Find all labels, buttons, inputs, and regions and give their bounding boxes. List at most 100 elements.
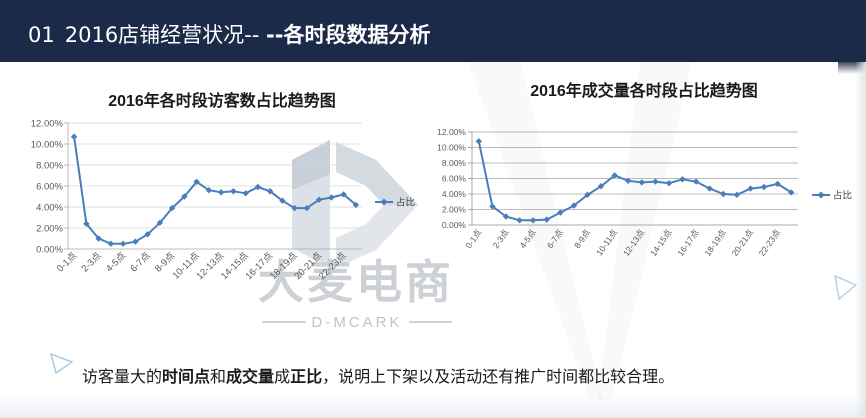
plot-area: 0.00%2.00%4.00%6.00%8.00%10.00%12.00%0-1… <box>31 118 362 282</box>
chart-legend: 占比 <box>375 197 415 209</box>
x-tick-label: 12-13点 <box>621 227 647 258</box>
conclusion-emphasis: 时间点 <box>162 367 211 386</box>
watermark-brand: 大麦电商 <box>258 255 454 309</box>
data-point <box>70 133 78 140</box>
watermark-latin-row: D-MCARK <box>262 312 452 332</box>
x-tick-label: 2-3点 <box>80 250 105 275</box>
conclusion-emphasis: 正比 <box>290 367 323 386</box>
y-tick-label: 8.00% <box>36 160 63 171</box>
x-tick-label: 4-5点 <box>104 250 129 275</box>
data-point <box>205 187 213 194</box>
x-tick-label: 16-17点 <box>675 227 701 258</box>
y-tick-label: 6.00% <box>442 174 467 184</box>
x-tick-label: 6-7点 <box>545 227 565 250</box>
triangle-outline <box>49 352 74 375</box>
data-point <box>328 194 335 201</box>
visitor-share-chart: 2016年各时段访客数占比趋势图 0.00% 2.00% 4.00% 6.00% 8.0… <box>31 91 415 282</box>
x-tick-label: 0-1点 <box>463 227 483 250</box>
data-point <box>584 191 591 198</box>
y-tick-label: 12.00% <box>437 127 466 137</box>
series-line <box>477 141 792 222</box>
data-point <box>529 217 537 224</box>
v-band-left <box>468 62 603 400</box>
data-point <box>144 231 151 238</box>
x-tick-label: 22-23点 <box>757 227 783 258</box>
data-point <box>83 220 90 227</box>
data-point <box>597 183 605 190</box>
x-tick-label: 10-11点 <box>594 227 619 257</box>
chart-legend: 占比 <box>812 190 852 202</box>
data-point <box>156 219 164 226</box>
data-point <box>132 238 139 245</box>
data-point <box>720 190 727 198</box>
legend-label: 占比 <box>396 197 415 209</box>
x-tick-label: 2-3点 <box>491 227 511 250</box>
conclusion-segment: 成 <box>274 367 291 386</box>
data-point <box>303 204 311 212</box>
v-band-right <box>598 62 692 400</box>
data-point <box>266 188 274 195</box>
conclusion-segment: ，说明上下架以及活动还有推广时间都比较合理。 <box>322 367 675 386</box>
data-point <box>254 183 262 191</box>
data-point <box>95 235 102 242</box>
section-number: 01 <box>28 23 55 47</box>
legend-label: 占比 <box>833 190 852 202</box>
y-tick-label: 2.00% <box>442 205 467 215</box>
data-point <box>315 196 323 203</box>
data-point <box>230 188 237 195</box>
data-point <box>291 204 298 212</box>
legend-marker <box>380 198 388 206</box>
title-sub: --各时段数据分析 <box>266 23 431 47</box>
data-point <box>489 203 496 210</box>
data-point <box>733 191 741 198</box>
data-point <box>475 138 482 145</box>
data-point <box>242 190 249 197</box>
data-point <box>774 180 781 188</box>
conclusion-segment: 和 <box>210 367 227 386</box>
x-tick-label: 22-23点 <box>317 250 349 282</box>
watermark-rule-right <box>408 321 452 323</box>
legend-marker <box>817 191 825 199</box>
x-tick-label: 6-7点 <box>129 250 154 275</box>
data-point <box>679 176 686 183</box>
data-point <box>217 189 225 196</box>
x-tick-label: 14-15点 <box>648 227 674 258</box>
plot-area: 0.00%2.00%4.00%6.00%8.00%10.00%12.00%0-1… <box>437 127 798 258</box>
data-point <box>502 213 510 220</box>
slide-header: 01 2016店铺经营状况-- --各时段数据分析 <box>0 0 866 62</box>
conclusion-emphasis: 成交量 <box>226 367 275 386</box>
data-point <box>652 178 659 185</box>
data-point <box>516 217 523 224</box>
data-point <box>279 197 286 204</box>
data-point <box>760 183 768 191</box>
chart-title: 2016年成交量各时段占比趋势图 <box>530 81 758 100</box>
data-point <box>107 240 115 247</box>
data-point <box>352 201 360 209</box>
watermark-latin: D-MCARK <box>311 313 403 331</box>
y-tick-label: 10.00% <box>31 139 64 150</box>
y-tick-label: 2.00% <box>36 223 63 234</box>
x-tick-label: 4-5点 <box>518 227 538 250</box>
y-tick-label: 10.00% <box>437 143 466 153</box>
conclusion-text: 访客量大的时间点和成交量成正比，说明上下架以及活动还有推广时间都比较合理。 <box>82 367 674 387</box>
x-tick-label: 18-19点 <box>702 227 728 258</box>
data-point <box>193 178 200 185</box>
conclusion-segment: 访客量大的 <box>82 367 163 386</box>
triangle-right-icon <box>834 274 858 301</box>
data-point <box>638 179 645 186</box>
right-edge-shade <box>855 62 866 418</box>
transaction-share-chart: 2016年成交量各时段占比趋势图 0.00% 2.00% 4.00% 6.00% 8.0… <box>437 81 852 258</box>
chart-title: 2016年各时段访客数占比趋势图 <box>108 91 336 110</box>
y-tick-label: 4.00% <box>36 202 63 213</box>
data-point <box>747 185 754 192</box>
y-tick-label: 6.00% <box>36 181 63 192</box>
x-tick-label: 8-9点 <box>572 227 592 250</box>
y-tick-label: 4.00% <box>442 189 467 199</box>
bottom-shade <box>0 396 866 418</box>
watermark-rule-left <box>262 321 306 323</box>
data-point <box>665 180 673 187</box>
slide-title: 01 2016店铺经营状况-- --各时段数据分析 <box>28 22 430 48</box>
x-tick-label: 20-21点 <box>730 227 756 258</box>
data-point <box>168 204 176 212</box>
